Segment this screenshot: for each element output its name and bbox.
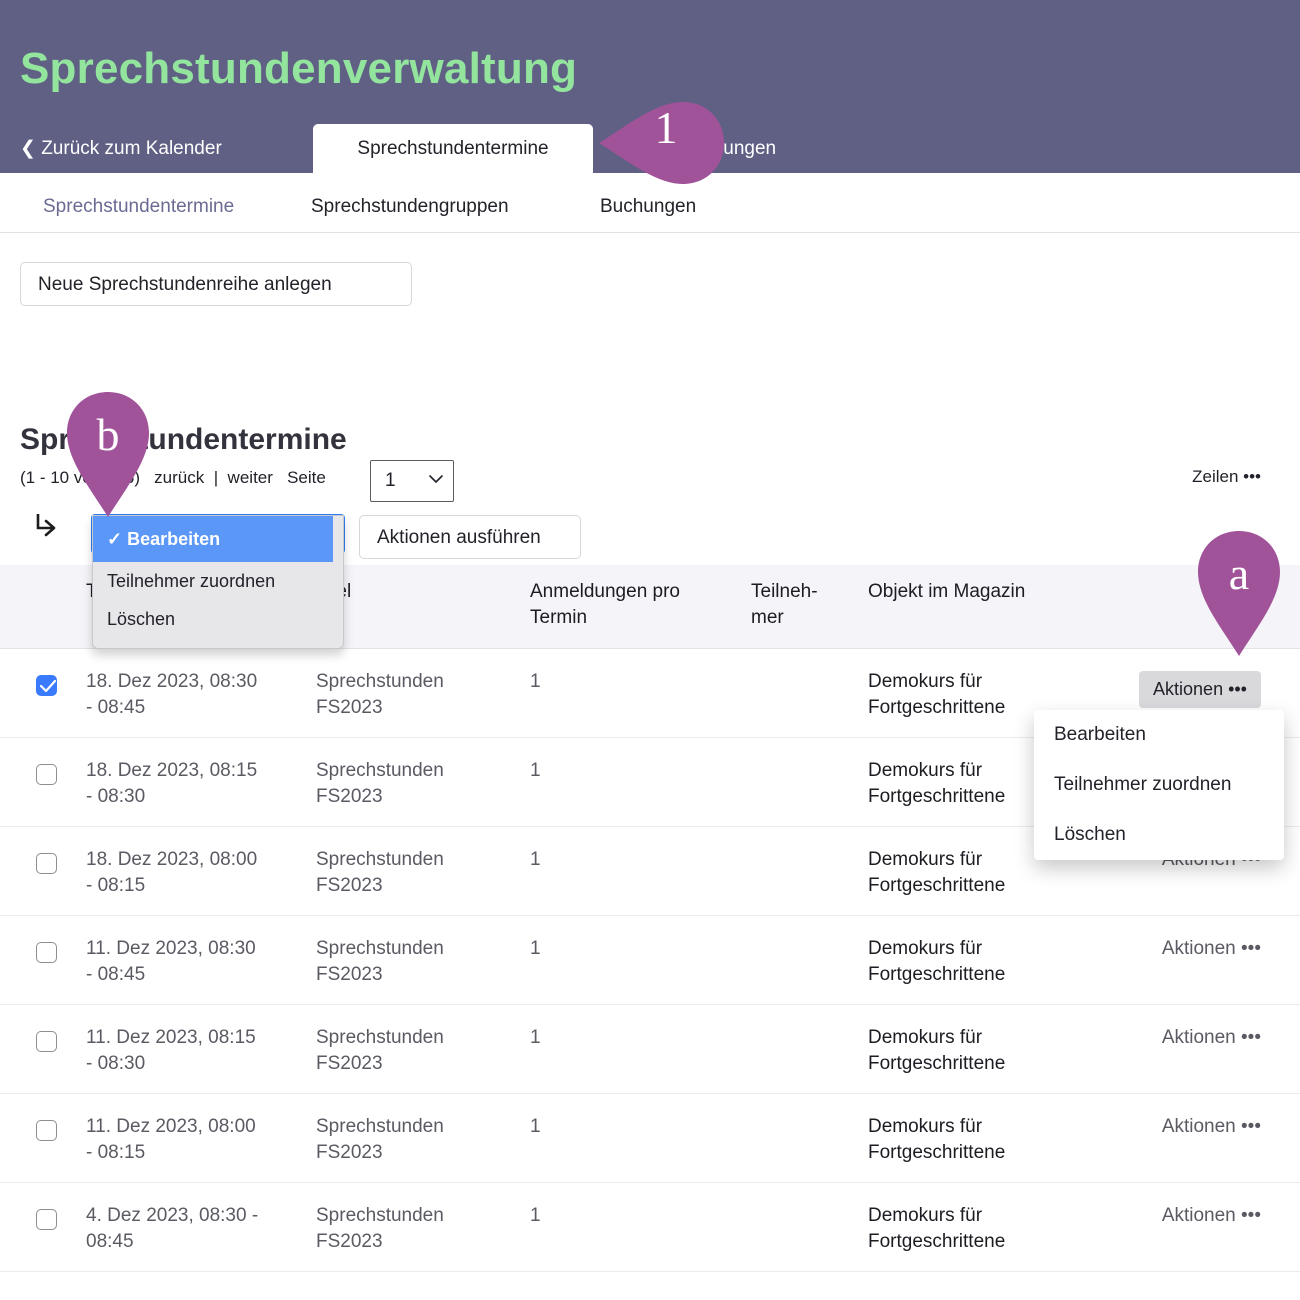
- svg-text:b: b: [97, 409, 120, 460]
- svg-text:1: 1: [655, 102, 678, 153]
- svg-text:a: a: [1229, 548, 1249, 599]
